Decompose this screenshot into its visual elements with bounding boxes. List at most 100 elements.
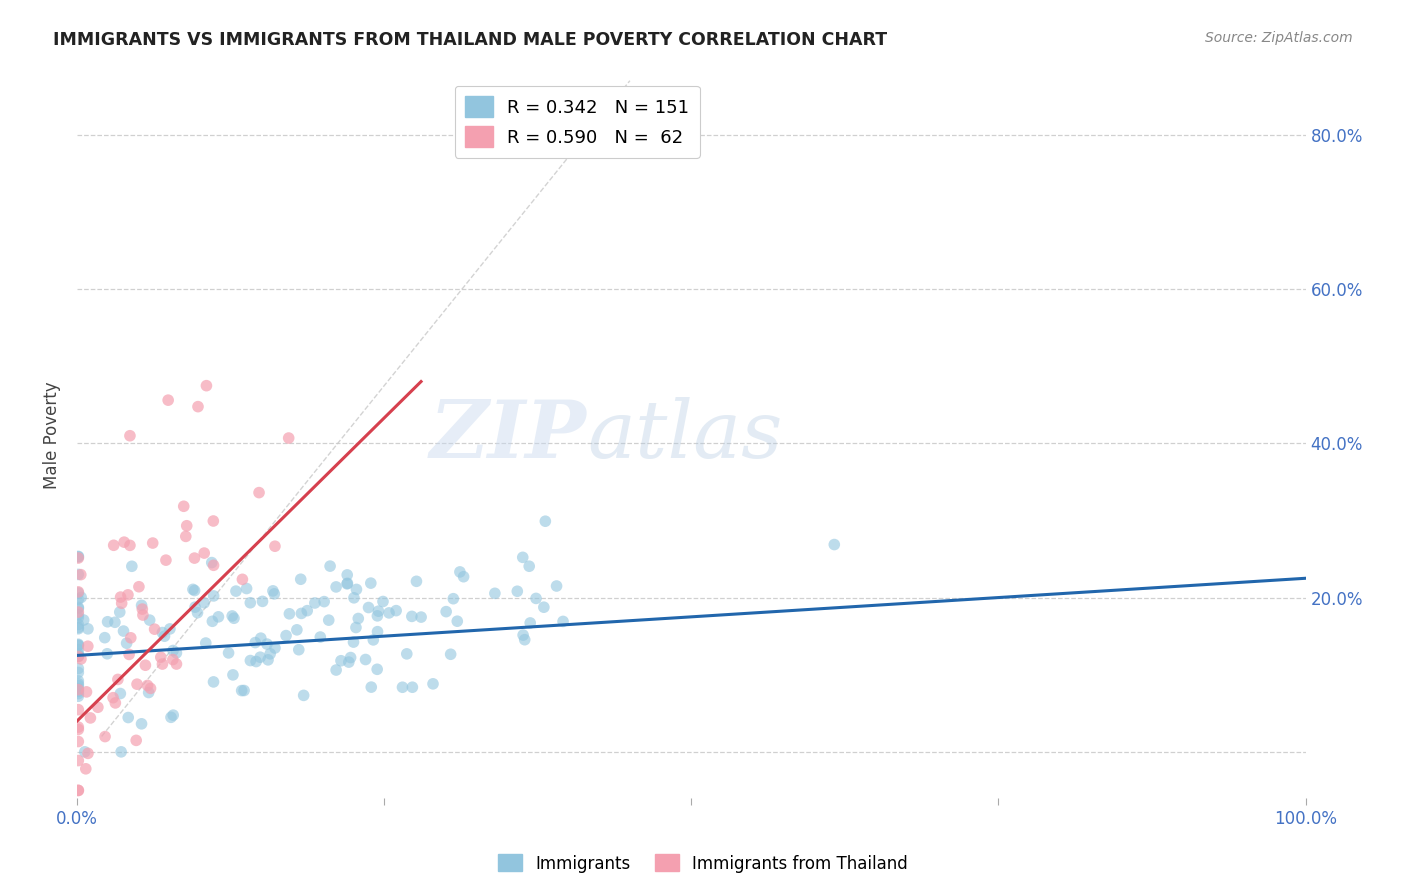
- Point: [67, 601, 90, 615]
- Point: [446, 614, 468, 628]
- Point: [343, 591, 366, 605]
- Point: [67, 649, 90, 664]
- Point: [67, 620, 90, 634]
- Point: [297, 604, 319, 618]
- Point: [517, 559, 540, 574]
- Point: [67, 687, 90, 701]
- Point: [239, 596, 262, 610]
- Point: [193, 546, 215, 560]
- Point: [344, 620, 367, 634]
- Point: [202, 558, 225, 573]
- Point: [202, 514, 225, 528]
- Point: [187, 400, 209, 414]
- Point: [120, 631, 142, 645]
- Y-axis label: Male Poverty: Male Poverty: [44, 382, 60, 490]
- Point: [337, 655, 360, 669]
- Text: Source: ZipAtlas.com: Source: ZipAtlas.com: [1205, 31, 1353, 45]
- Point: [67, 783, 90, 797]
- Point: [67, 549, 90, 564]
- Point: [138, 613, 160, 627]
- Point: [264, 640, 287, 655]
- Point: [411, 610, 433, 624]
- Point: [257, 653, 280, 667]
- Point: [233, 683, 256, 698]
- Point: [366, 662, 388, 676]
- Point: [152, 657, 174, 671]
- Point: [77, 622, 100, 636]
- Point: [339, 650, 361, 665]
- Point: [67, 549, 90, 564]
- Point: [239, 654, 262, 668]
- Point: [70, 591, 93, 605]
- Point: [110, 590, 132, 604]
- Point: [67, 642, 90, 657]
- Point: [97, 615, 120, 629]
- Point: [103, 538, 125, 552]
- Point: [318, 613, 340, 627]
- Point: [162, 643, 184, 657]
- Point: [69, 567, 91, 582]
- Point: [67, 647, 90, 661]
- Point: [132, 608, 155, 623]
- Point: [292, 689, 315, 703]
- Point: [79, 711, 101, 725]
- Point: [440, 647, 463, 661]
- Point: [512, 550, 534, 565]
- Point: [259, 647, 281, 661]
- Point: [245, 655, 267, 669]
- Point: [67, 600, 90, 615]
- Point: [67, 703, 90, 717]
- Text: ZIP: ZIP: [430, 397, 586, 475]
- Point: [278, 607, 301, 621]
- Point: [67, 690, 90, 704]
- Point: [360, 576, 382, 591]
- Point: [391, 680, 413, 694]
- Point: [118, 648, 141, 662]
- Point: [506, 584, 529, 599]
- Point: [67, 648, 90, 663]
- Point: [67, 605, 90, 619]
- Point: [118, 428, 141, 442]
- Point: [73, 613, 96, 627]
- Point: [111, 596, 134, 610]
- Text: IMMIGRANTS VS IMMIGRANTS FROM THAILAND MALE POVERTY CORRELATION CHART: IMMIGRANTS VS IMMIGRANTS FROM THAILAND M…: [53, 31, 887, 49]
- Point: [207, 610, 229, 624]
- Point: [166, 657, 188, 671]
- Point: [73, 745, 96, 759]
- Legend: R = 0.342   N = 151, R = 0.590   N =  62: R = 0.342 N = 151, R = 0.590 N = 62: [454, 86, 700, 158]
- Point: [201, 615, 224, 629]
- Point: [363, 632, 385, 647]
- Point: [222, 611, 245, 625]
- Point: [94, 730, 117, 744]
- Point: [222, 668, 245, 682]
- Point: [304, 596, 326, 610]
- Point: [67, 586, 90, 600]
- Point: [195, 378, 218, 392]
- Point: [249, 650, 271, 665]
- Point: [67, 639, 90, 653]
- Point: [346, 582, 368, 597]
- Point: [173, 500, 195, 514]
- Point: [77, 747, 100, 761]
- Point: [367, 624, 389, 639]
- Point: [325, 663, 347, 677]
- Point: [155, 553, 177, 567]
- Point: [176, 518, 198, 533]
- Point: [290, 572, 312, 586]
- Point: [405, 574, 427, 589]
- Point: [96, 647, 118, 661]
- Point: [138, 685, 160, 699]
- Point: [139, 681, 162, 696]
- Point: [125, 677, 148, 691]
- Point: [131, 599, 153, 613]
- Point: [181, 582, 204, 597]
- Point: [67, 607, 90, 622]
- Point: [67, 677, 90, 691]
- Point: [512, 628, 534, 642]
- Point: [221, 609, 243, 624]
- Point: [110, 745, 132, 759]
- Point: [285, 623, 308, 637]
- Point: [67, 551, 90, 566]
- Point: [231, 572, 253, 586]
- Point: [336, 577, 359, 591]
